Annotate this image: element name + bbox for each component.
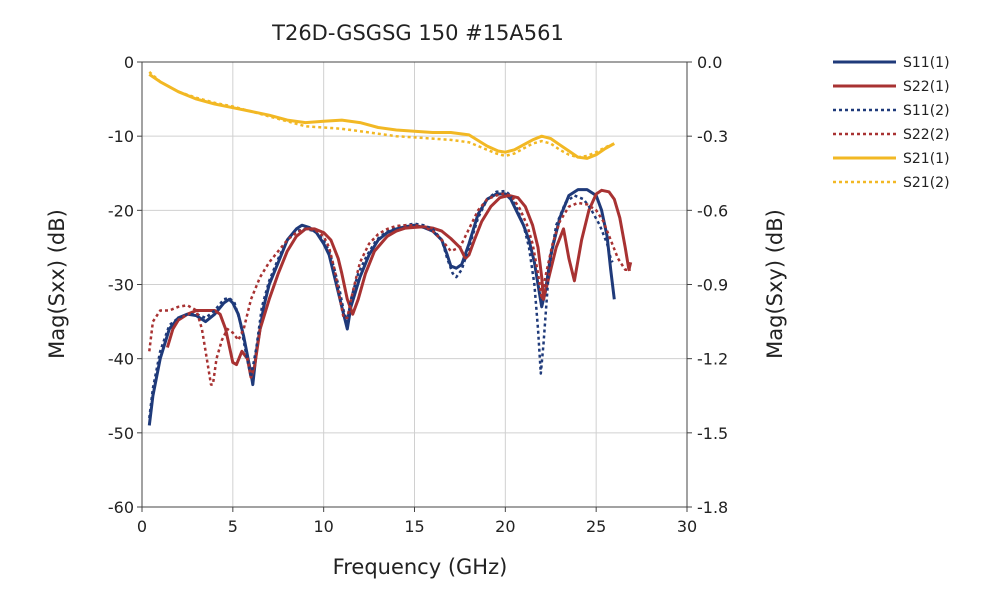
- y-right-tick-label: -1.2: [697, 350, 728, 369]
- y-axis-ticks: 0 -10 -20 -30 -40 -50 -60: [108, 53, 142, 517]
- legend-label: S21(2): [903, 175, 950, 191]
- y-tick-label: -40: [108, 350, 134, 369]
- x-axis-ticks: 0 5 10 15 20 25 30: [137, 507, 697, 536]
- series-line-s111: [147, 188, 616, 426]
- y-tick-label: -50: [108, 424, 134, 443]
- y-right-tick-label: -0.9: [697, 276, 728, 295]
- legend-label: S22(2): [903, 127, 950, 143]
- y-tick-label: -10: [108, 127, 134, 146]
- y-axis-right-label: Mag(Sxy) (dB): [763, 209, 787, 359]
- series-line-s221: [165, 188, 633, 379]
- y-right-tick-label: -1.8: [697, 498, 728, 517]
- data-series: [147, 70, 633, 426]
- y-right-tick-label: -0.3: [697, 127, 728, 146]
- y-tick-label: -60: [108, 498, 134, 517]
- y-tick-label: -30: [108, 276, 134, 295]
- grid-lines: [142, 62, 687, 507]
- legend-label: S21(1): [903, 151, 950, 167]
- y-tick-label: -20: [108, 201, 134, 220]
- x-axis-label: Frequency (GHz): [333, 555, 508, 579]
- y-right-tick-label: -1.5: [697, 424, 728, 443]
- x-tick-label: 10: [313, 517, 333, 536]
- y-tick-label: 0: [124, 53, 134, 72]
- series-line-s222: [148, 192, 631, 386]
- series-line-s212: [148, 70, 615, 159]
- x-tick-label: 5: [228, 517, 238, 536]
- y-axis-label: Mag(Sxx) (dB): [45, 209, 69, 359]
- chart-title: T26D-GSGSG 150 #15A561: [271, 21, 564, 45]
- y-right-tick-label: 0.0: [697, 53, 722, 72]
- y-axis-right-ticks: 0.0 -0.3 -0.6 -0.9 -1.2 -1.5 -1.8: [687, 53, 728, 517]
- x-tick-label: 0: [137, 517, 147, 536]
- legend-label: S11(2): [903, 103, 950, 119]
- x-tick-label: 30: [677, 517, 697, 536]
- x-tick-label: 15: [404, 517, 424, 536]
- series-line-s112: [148, 189, 614, 419]
- legend-label: S22(1): [903, 79, 950, 95]
- legend: S11(1) S22(1) S11(2) S22(2) S21(1) S21(2): [833, 55, 950, 191]
- legend-label: S11(1): [903, 55, 950, 71]
- x-tick-label: 20: [495, 517, 515, 536]
- series-line-s211: [148, 73, 616, 160]
- y-right-tick-label: -0.6: [697, 201, 728, 220]
- x-tick-label: 25: [586, 517, 606, 536]
